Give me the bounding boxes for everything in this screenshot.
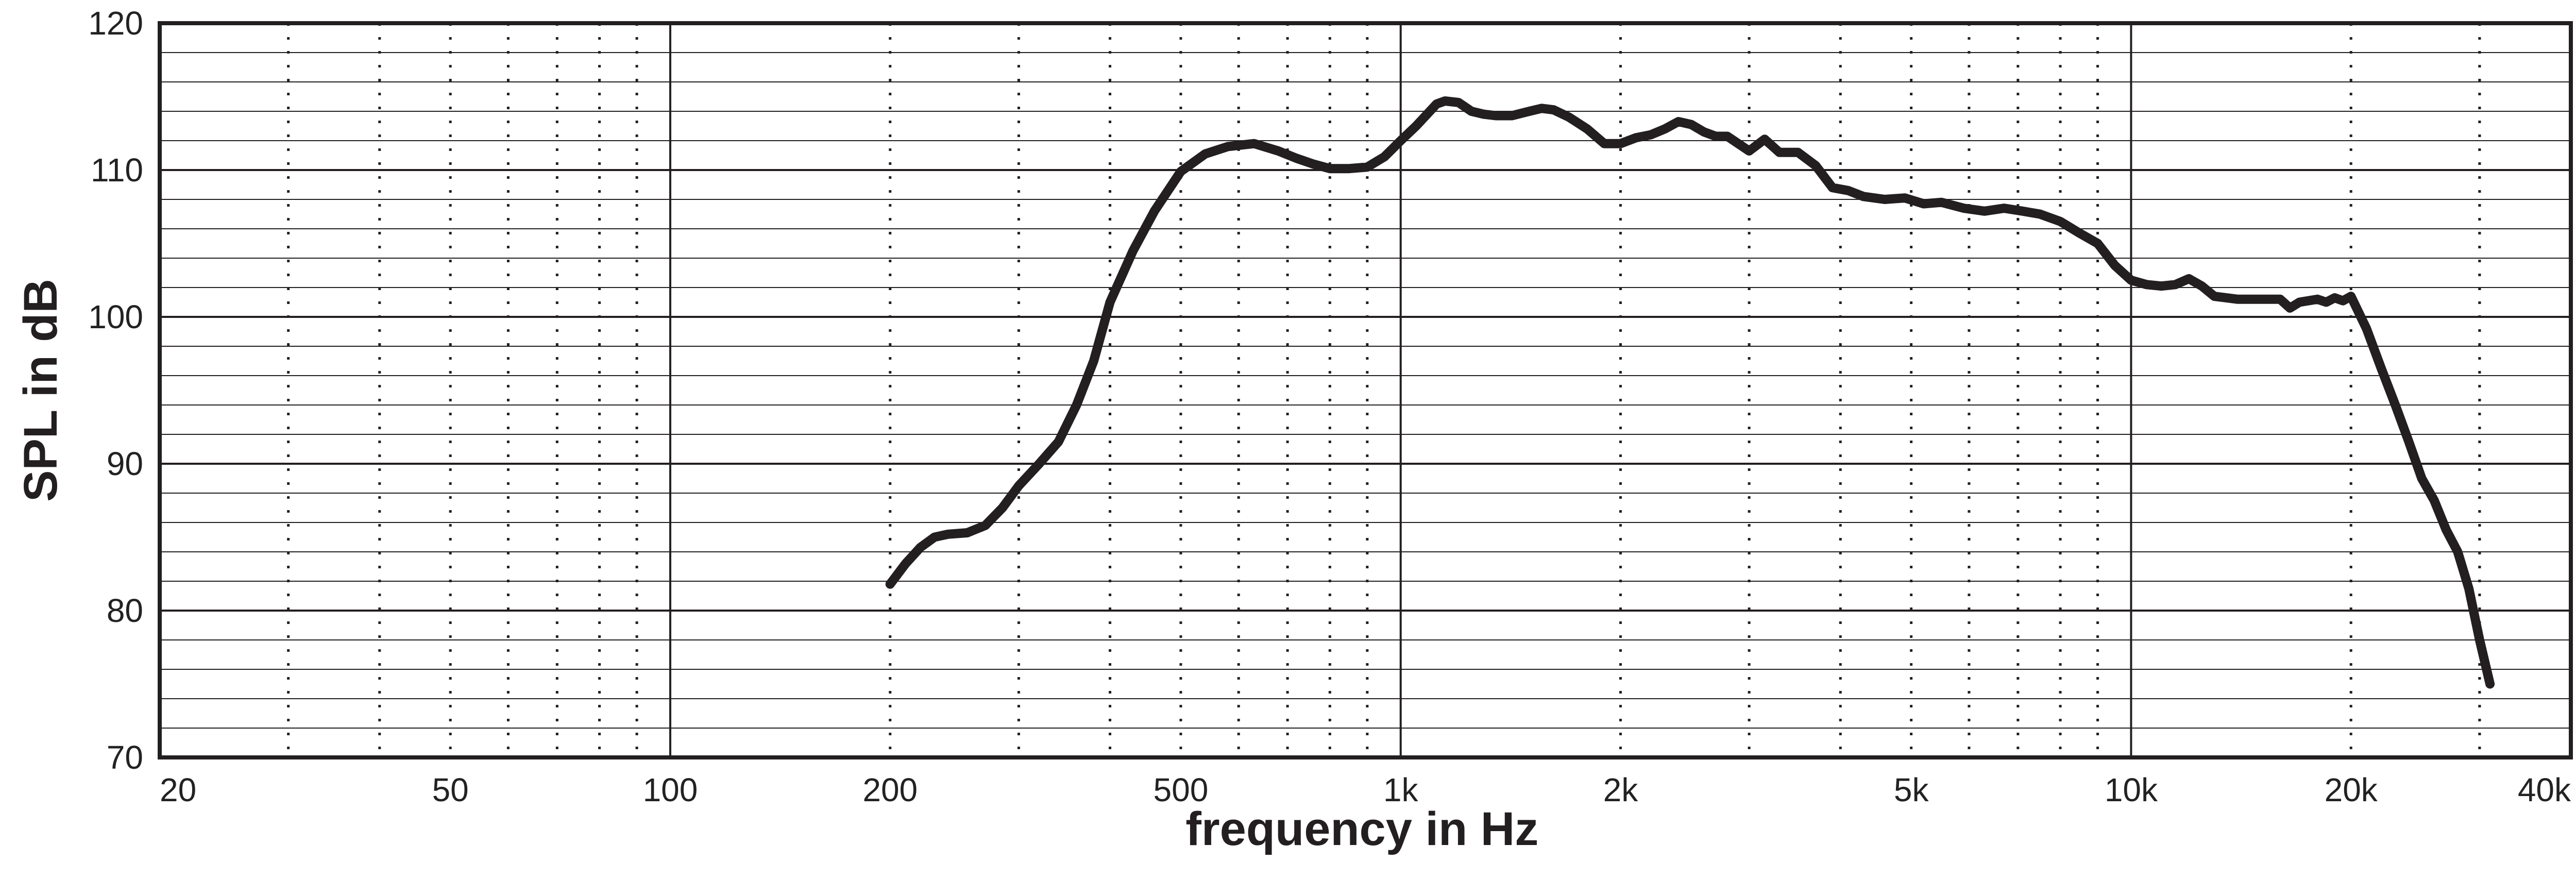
x-tick-label: 100 xyxy=(643,771,698,808)
y-tick-label: 80 xyxy=(107,592,143,629)
y-tick-label: 70 xyxy=(107,739,143,776)
y-tick-labels: 70 80 90 100 110 120 xyxy=(88,5,143,776)
x-tick-label: 200 xyxy=(862,771,918,808)
y-tick-label: 120 xyxy=(88,5,143,42)
y-tick-label: 110 xyxy=(91,151,143,189)
y-tick-label: 90 xyxy=(107,445,143,482)
x-tick-label: 10k xyxy=(2105,771,2158,808)
x-tick-label: 2k xyxy=(1603,771,1639,808)
x-tick-label: 1k xyxy=(1383,771,1419,808)
x-tick-label: 500 xyxy=(1154,771,1209,808)
plot-frame xyxy=(158,21,2573,759)
x-tick-label: 20 xyxy=(160,771,196,808)
x-tick-labels: 20 50 100 200 500 1k 2k 5k 10k 20k 40k xyxy=(160,771,2571,808)
series-layer xyxy=(885,96,2495,689)
x-tick-label: 20k xyxy=(2325,771,2378,808)
y-tick-label: 100 xyxy=(88,298,143,335)
y-axis-label: SPL in dB xyxy=(14,279,67,502)
x-axis-label: frequency in Hz xyxy=(1185,803,1538,855)
x-tick-label: 5k xyxy=(1894,771,1929,808)
x-tick-label: 50 xyxy=(432,771,469,808)
series-line-0 xyxy=(885,96,2495,689)
x-tick-label: 40k xyxy=(2518,771,2571,808)
